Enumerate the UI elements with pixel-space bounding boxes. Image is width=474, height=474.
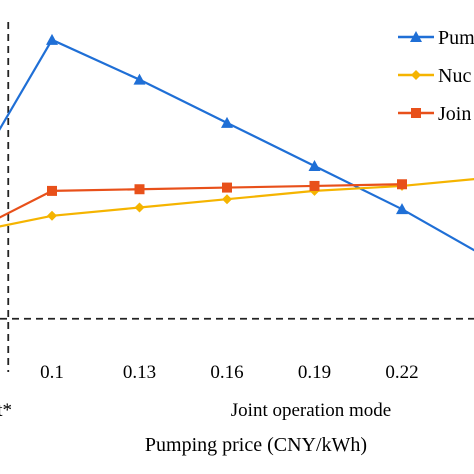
data-point [47,210,57,221]
data-point [309,180,320,191]
data-point [47,185,57,196]
x-tick-label: 0.22 [385,362,418,383]
group-label-joint: Joint operation mode [231,400,391,421]
legend-marker [410,31,422,42]
series-markers [46,33,408,221]
data-point [397,179,407,190]
legend-label: Pum [438,27,474,49]
legend: Pum Nuc Join [398,27,474,125]
legend-label: Join [438,103,471,125]
reference-lines [0,22,474,372]
group-label-left: nt* [0,400,12,421]
series-lines [0,38,474,252]
series-line-2 [0,183,403,219]
data-point [396,203,408,215]
x-tick-label: 0.19 [298,362,331,383]
data-point [222,182,232,193]
legend-marker [411,108,421,118]
series-line-0 [0,38,474,252]
legend-marker [411,70,421,80]
data-point [222,194,232,205]
data-point [134,202,145,213]
data-point [133,73,146,85]
legend-label: Nuc [438,65,471,87]
x-tick-labels: 0.10.130.160.190.220 [40,362,419,383]
data-point [221,116,233,128]
data-point [46,33,58,45]
data-point [134,184,145,195]
data-point [308,160,321,171]
x-axis-title: Pumping price (CNY/kWh) [145,434,367,456]
x-tick-label: 0.16 [210,362,243,383]
x-tick-label: 0.1 [40,362,64,383]
x-tick-label: 0.13 [123,362,156,383]
